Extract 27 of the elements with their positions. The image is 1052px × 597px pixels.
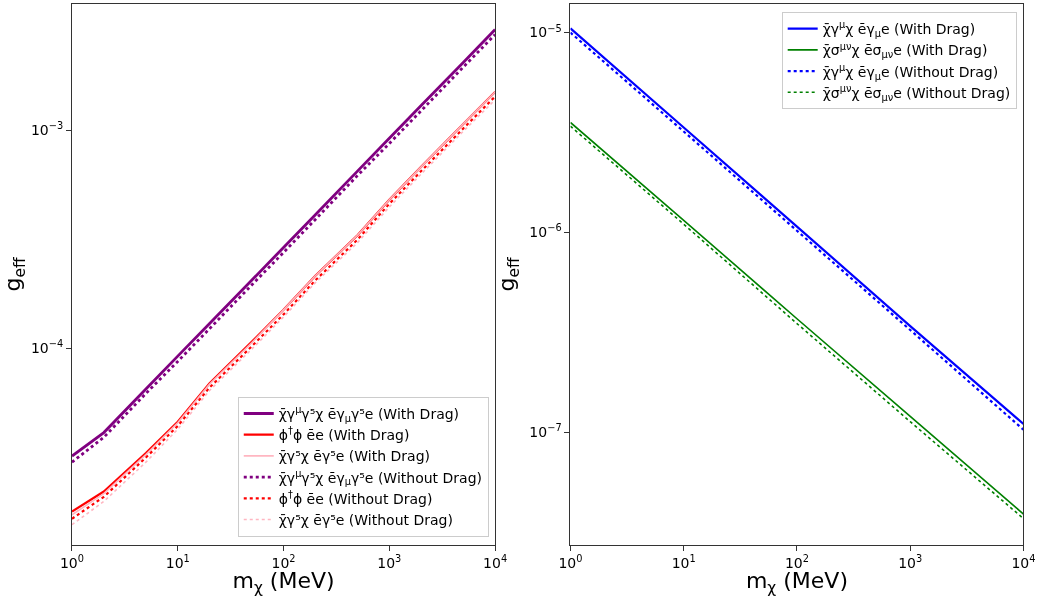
x-tick-label: 10$^{2}$	[271, 552, 296, 571]
x-axis-title: m$_{χ}$ (MeV)	[232, 568, 335, 597]
x-tick-label: 10$^{0}$	[558, 552, 583, 571]
x-tick-label: 10$^{1}$	[165, 552, 190, 571]
y-tick-label: 10$^{−7}$	[529, 422, 562, 441]
y-tick-label: 10$^{−6}$	[529, 222, 562, 241]
legend-label: χ̄γ$^{μ}$χ ēγ$_{μ}$e (Without Drag)	[822, 61, 999, 82]
legend-label: χ̄γ⁵χ ēγ⁵e (Without Drag)	[278, 511, 453, 528]
x-tick-label: 10$^{3}$	[377, 552, 402, 571]
y-tick-label: 10$^{−4}$	[30, 338, 64, 357]
x-tick-label: 10$^{2}$	[784, 552, 809, 571]
x-tick-label: 10$^{4}$	[1011, 552, 1036, 571]
x-tick-label: 10$^{0}$	[59, 552, 85, 571]
x-axis-title: m$_{χ}$ (MeV)	[745, 568, 848, 597]
legend-label: χ̄γ⁵χ ēγ⁵e (With Drag)	[278, 448, 431, 465]
legend-label: ϕ$^{†}$ϕ ēe (Without Drag)	[278, 488, 433, 507]
x-tick-label: 10$^{1}$	[671, 552, 696, 571]
legend-label: ϕ$^{†}$ϕ ēe (With Drag)	[278, 425, 410, 444]
legend-label: χ̄γ$^{μ}$γ⁵χ ēγ$_{μ}$γ⁵e (With Drag)	[278, 404, 460, 424]
x-tick-label: 10$^{3}$	[898, 552, 923, 571]
x-tick-label: 10$^{4}$	[483, 552, 508, 571]
y-tick-label: 10$^{−3}$	[30, 120, 64, 139]
legend-label: χ̄γ$^{μ}$γ⁵χ ēγ$_{μ}$γ⁵e (Without Drag)	[278, 467, 483, 488]
legend-label: χ̄γ$^{μ}$χ ēγ$_{μ}$e (With Drag)	[822, 19, 976, 40]
legend-label: χ̄σ$^{μν}$χ ēσ$_{μν}$e (Without Drag)	[822, 82, 1011, 103]
legend-label: χ̄σ$^{μν}$χ ēσ$_{μν}$e (With Drag)	[822, 40, 988, 61]
y-tick-label: 10$^{−5}$	[529, 22, 562, 41]
